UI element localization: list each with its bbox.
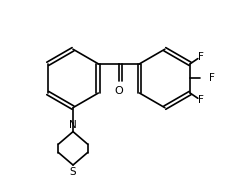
Text: N: N xyxy=(69,120,77,130)
Text: F: F xyxy=(198,95,204,105)
Text: F: F xyxy=(209,73,214,83)
Text: O: O xyxy=(114,86,123,96)
Text: F: F xyxy=(198,52,204,61)
Text: S: S xyxy=(70,167,76,177)
